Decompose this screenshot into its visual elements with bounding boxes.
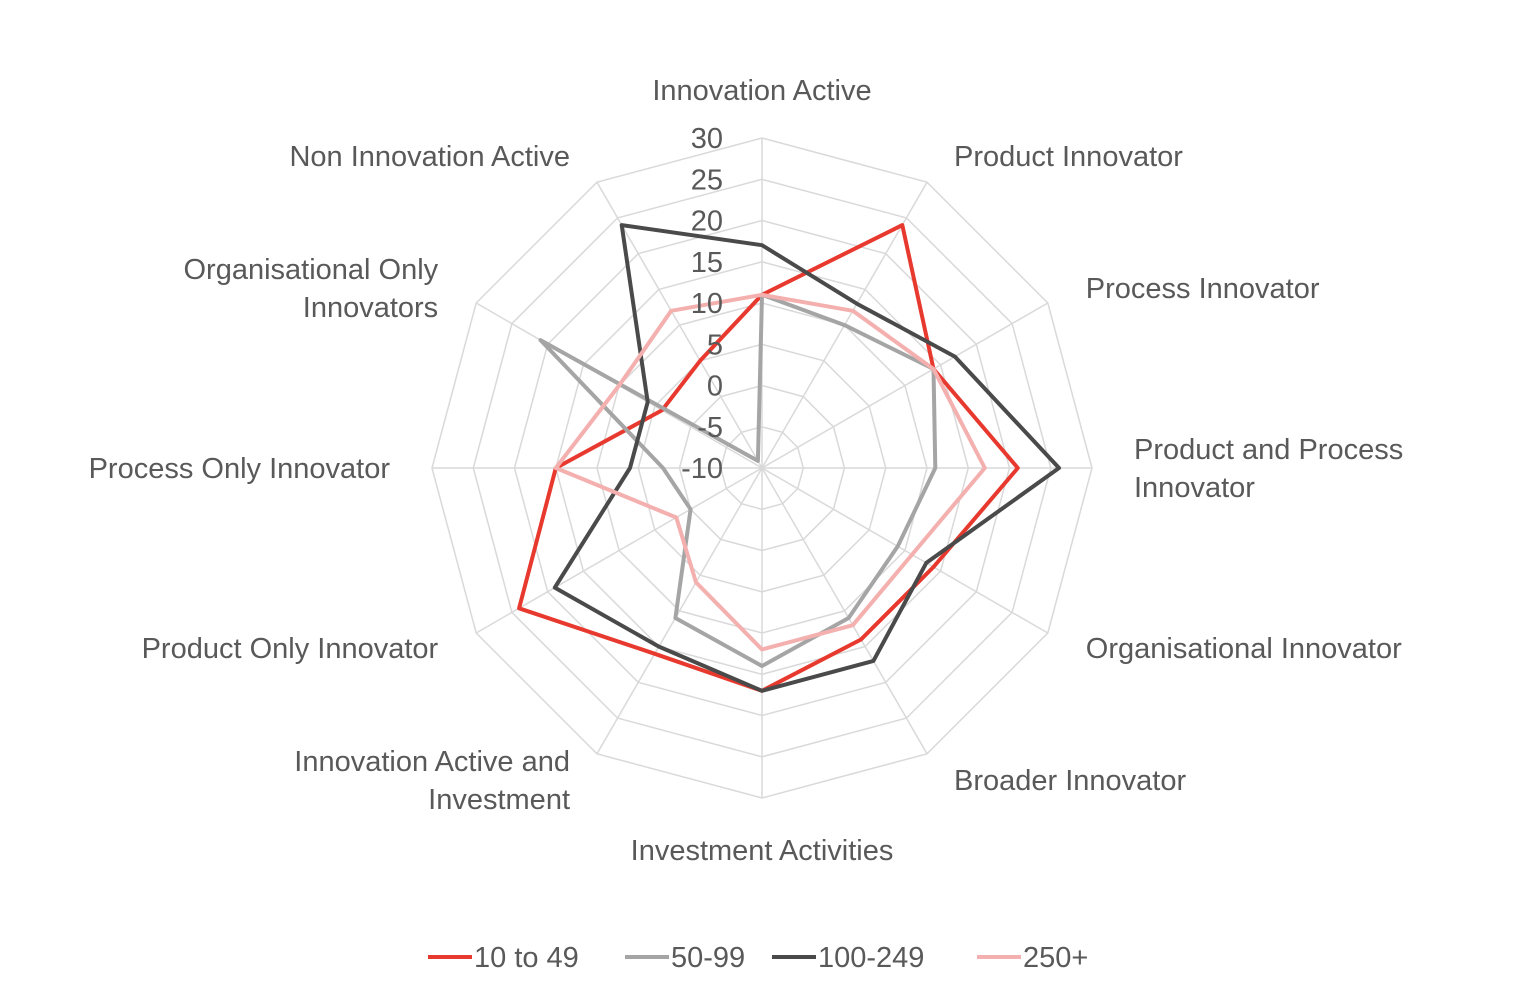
category-label: Innovation Active xyxy=(652,75,871,107)
tick-label: 30 xyxy=(691,123,723,155)
series-line-100-249 xyxy=(552,223,1061,693)
tick-label: 0 xyxy=(707,371,723,403)
legend-label-50-99: 50-99 xyxy=(671,942,745,974)
category-label: Investment xyxy=(428,784,570,816)
category-label: Process Only Innovator xyxy=(89,453,391,485)
grid-spoke xyxy=(596,467,763,755)
category-label: Innovators xyxy=(303,292,438,324)
tick-label: -10 xyxy=(681,453,723,485)
tick-label: 15 xyxy=(691,247,723,279)
grid-spoke xyxy=(761,467,928,755)
category-label: Broader Innovator xyxy=(954,765,1186,797)
grid-spoke xyxy=(761,302,1049,469)
category-label: Product Only Innovator xyxy=(142,633,439,665)
category-label: Process Innovator xyxy=(1086,273,1320,305)
category-label: Product Innovator xyxy=(954,141,1183,173)
legend-label-10-to-49: 10 to 49 xyxy=(474,942,579,974)
grid-spoke xyxy=(475,467,763,634)
category-label: Investment Activities xyxy=(631,835,894,867)
tick-label: 5 xyxy=(707,329,723,361)
category-label: Product and Process xyxy=(1134,434,1403,466)
category-label: Organisational Innovator xyxy=(1086,633,1402,665)
category-labels: Innovation Active Product Innovator Proces… xyxy=(89,75,1404,867)
tick-label: 10 xyxy=(691,288,723,320)
category-label: Innovator xyxy=(1134,472,1255,504)
radial-tick-labels: -10 -5 0 5 10 15 20 25 30 xyxy=(681,123,723,485)
category-label: Organisational Only xyxy=(184,254,439,286)
legend-label-100-249: 100-249 xyxy=(818,942,924,974)
tick-label: 25 xyxy=(691,164,723,196)
grid-spoke xyxy=(761,467,1049,634)
series-line-250- xyxy=(553,292,987,652)
category-label: Innovation Active and xyxy=(294,746,570,778)
legend-label-250-: 250+ xyxy=(1023,942,1088,974)
tick-label: 20 xyxy=(691,206,723,238)
category-label: Non Innovation Active xyxy=(289,141,570,173)
grid-spoke xyxy=(596,181,763,469)
legend: 10 to 49 50-99 100-249 250+ xyxy=(428,942,1088,974)
tick-label: -5 xyxy=(697,412,723,444)
radar-spokes xyxy=(432,138,1092,798)
series-lines xyxy=(517,223,1061,693)
